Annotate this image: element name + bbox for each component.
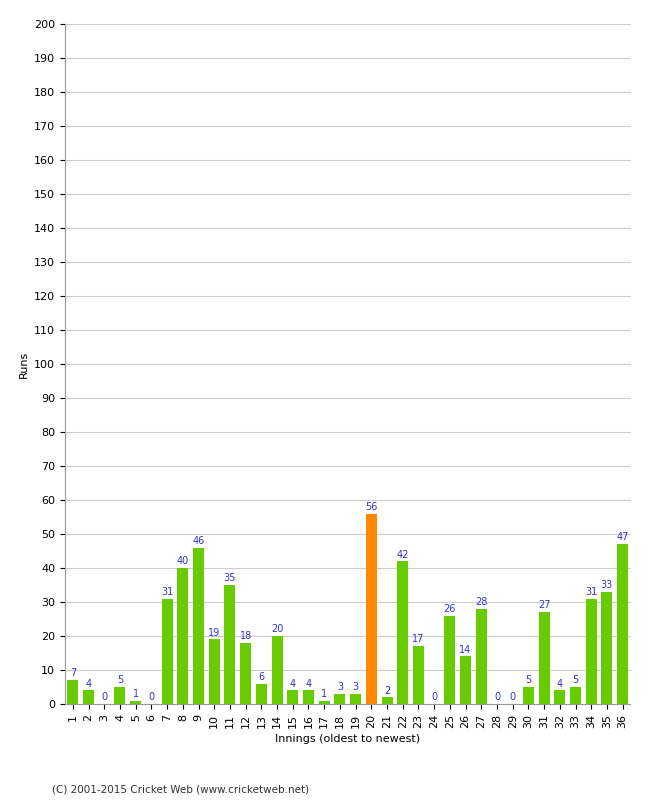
Text: 4: 4 — [306, 678, 311, 689]
Bar — [382, 697, 393, 704]
Text: 31: 31 — [161, 587, 174, 597]
Text: 2: 2 — [384, 686, 390, 695]
Bar — [617, 544, 628, 704]
Text: 0: 0 — [510, 692, 515, 702]
Text: 17: 17 — [412, 634, 424, 645]
Bar — [209, 639, 220, 704]
Text: 26: 26 — [444, 604, 456, 614]
Bar — [601, 592, 612, 704]
Bar — [554, 690, 565, 704]
Bar — [177, 568, 188, 704]
Y-axis label: Runs: Runs — [19, 350, 29, 378]
Text: 3: 3 — [352, 682, 359, 692]
Bar — [413, 646, 424, 704]
Text: 56: 56 — [365, 502, 378, 512]
Text: 42: 42 — [396, 550, 409, 559]
Bar — [445, 616, 456, 704]
Text: 4: 4 — [290, 678, 296, 689]
Bar — [162, 598, 173, 704]
Text: 3: 3 — [337, 682, 343, 692]
Text: 19: 19 — [208, 628, 220, 638]
Bar — [83, 690, 94, 704]
Bar — [334, 694, 345, 704]
Bar — [68, 680, 79, 704]
Text: 7: 7 — [70, 669, 76, 678]
Bar — [476, 609, 487, 704]
Bar — [318, 701, 330, 704]
Text: 31: 31 — [585, 587, 597, 597]
Bar — [397, 562, 408, 704]
Text: 18: 18 — [239, 631, 252, 641]
Bar — [256, 683, 267, 704]
Text: 47: 47 — [616, 533, 629, 542]
Text: 5: 5 — [117, 675, 123, 686]
Bar — [287, 690, 298, 704]
Text: 46: 46 — [192, 536, 205, 546]
Text: 4: 4 — [86, 678, 92, 689]
Text: 4: 4 — [557, 678, 563, 689]
Bar — [114, 687, 125, 704]
Text: 14: 14 — [460, 645, 472, 654]
Text: 0: 0 — [101, 692, 107, 702]
Text: 28: 28 — [475, 597, 488, 607]
Text: 6: 6 — [258, 672, 265, 682]
Bar — [586, 598, 597, 704]
Text: 5: 5 — [573, 675, 578, 686]
Bar — [130, 701, 141, 704]
Bar — [303, 690, 314, 704]
Bar — [240, 643, 251, 704]
Bar — [539, 612, 550, 704]
Text: 27: 27 — [538, 601, 551, 610]
Text: 35: 35 — [224, 574, 236, 583]
Text: 0: 0 — [148, 692, 155, 702]
Bar — [224, 585, 235, 704]
X-axis label: Innings (oldest to newest): Innings (oldest to newest) — [275, 734, 421, 743]
Bar — [350, 694, 361, 704]
Text: 0: 0 — [494, 692, 500, 702]
Text: (C) 2001-2015 Cricket Web (www.cricketweb.net): (C) 2001-2015 Cricket Web (www.cricketwe… — [52, 784, 309, 794]
Bar — [460, 656, 471, 704]
Bar — [193, 547, 204, 704]
Text: 40: 40 — [177, 556, 189, 566]
Bar — [523, 687, 534, 704]
Text: 0: 0 — [431, 692, 437, 702]
Bar — [570, 687, 581, 704]
Text: 1: 1 — [133, 689, 138, 699]
Bar — [366, 514, 377, 704]
Text: 5: 5 — [525, 675, 532, 686]
Bar — [272, 636, 283, 704]
Text: 20: 20 — [271, 624, 283, 634]
Text: 33: 33 — [601, 580, 613, 590]
Text: 1: 1 — [321, 689, 327, 699]
